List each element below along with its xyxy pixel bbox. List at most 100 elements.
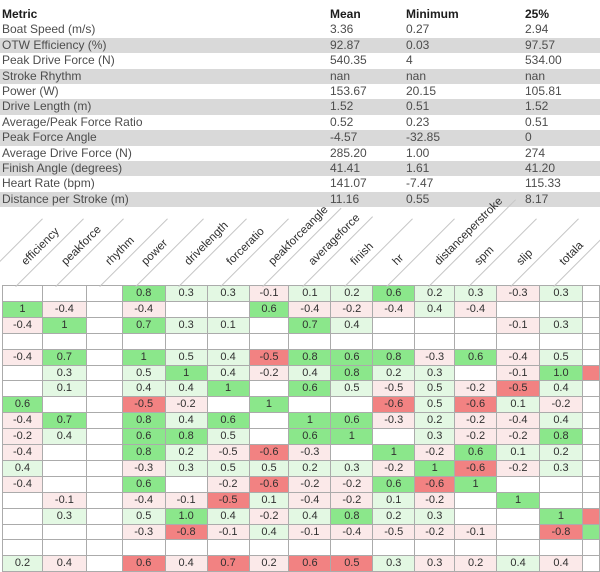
correlation-cell: 0.2: [330, 285, 374, 302]
correlation-cell: [85, 348, 123, 366]
correlation-cell: 1: [248, 396, 290, 414]
correlation-cell: [2, 507, 43, 525]
correlation-cell: -0.2: [414, 523, 456, 541]
correlation-cell: [85, 380, 123, 398]
correlation-cell: -0.2: [206, 475, 250, 493]
metric-value: 1.61: [406, 161, 430, 176]
correlation-cell: [41, 475, 87, 493]
correlation-cell: [581, 348, 600, 366]
correlation-cell: [330, 444, 374, 461]
correlation-cell: -0.1: [288, 523, 332, 541]
matrix-row: 0.8 0.3 0.3 -0.1 0.1 0.2 0.6 0.2 0.3 -0.3 0.3: [2, 285, 600, 302]
correlation-cell: [41, 332, 87, 350]
correlation-cell: [330, 396, 374, 414]
matrix-row: -0.1 -0.4 -0.1 -0.5 0.1 -0.4 -0.2 0.1 -0.2 1: [2, 491, 600, 509]
correlation-cell: 0.2: [372, 364, 416, 382]
correlation-cell: 0.4: [496, 555, 540, 572]
correlation-cell: [581, 523, 600, 541]
correlation-cell: [85, 316, 123, 334]
correlation-cell: [414, 332, 456, 350]
correlation-cell: [85, 507, 123, 525]
metric-value: 97.57: [525, 37, 556, 52]
correlation-cell: [539, 300, 583, 318]
correlation-cell: 0.4: [414, 300, 456, 318]
metric-name: Drive Length (m): [2, 99, 92, 114]
stats-col-mean: Mean: [330, 7, 361, 21]
correlation-cell: [454, 507, 498, 525]
correlation-cell: -0.3: [496, 285, 540, 302]
stats-row: Average Drive Force (N) 285.20 1.00 274: [0, 146, 600, 161]
matrix-row: -0.2 0.4 0.6 0.8 0.5 0.6 1 0.3 -0.2 -0.2 0.8: [2, 428, 600, 446]
metric-name: Power (W): [2, 84, 59, 99]
metric-value: 0.23: [406, 114, 430, 129]
correlation-cell: 0.2: [414, 285, 456, 302]
correlation-cell: 0.4: [248, 523, 290, 541]
correlation-cell: 0.3: [206, 285, 250, 302]
correlation-cell: -0.2: [248, 364, 290, 382]
correlation-cell: 0.3: [164, 285, 208, 302]
correlation-cell: -0.5: [496, 380, 540, 398]
metric-value: 92.87: [330, 37, 361, 52]
stats-row: Distance per Stroke (m) 11.16 0.55 8.17: [0, 191, 600, 208]
metric-value: 0.55: [406, 191, 430, 206]
correlation-cell: [85, 555, 123, 572]
correlation-cell: 0.6: [206, 412, 250, 430]
correlation-cell: 0.5: [539, 348, 583, 366]
metric-name: Average/Peak Force Ratio: [2, 114, 143, 129]
correlation-cell: -0.1: [164, 491, 208, 509]
correlation-cell: [581, 539, 600, 557]
correlation-cell: 0.4: [164, 412, 208, 430]
matrix-row: -0.4 0.8 0.2 -0.5 -0.6 -0.3 1 -0.2 0.6 0.1 0.2: [2, 444, 600, 461]
correlation-cell: 0.5: [121, 507, 166, 525]
correlation-cell: -0.4: [2, 412, 43, 430]
metric-value: 4: [406, 53, 413, 68]
correlation-cell: [206, 396, 250, 414]
correlation-cell: 0.2: [372, 507, 416, 525]
correlation-cell: 0.7: [41, 348, 87, 366]
metric-value: 1.00: [406, 145, 430, 160]
correlation-cell: 0.2: [2, 555, 43, 572]
correlation-cell: -0.2: [414, 491, 456, 509]
correlation-cell: [496, 507, 540, 525]
correlation-cell: 0.4: [41, 428, 87, 446]
stats-header-row: Metric Mean Minimum 25%: [0, 7, 600, 22]
stats-row: Peak Drive Force (N) 540.35 4 534.00: [0, 53, 600, 68]
stats-row: Drive Length (m) 1.52 0.51 1.52: [0, 99, 600, 115]
correlation-cell: 0.7: [206, 555, 250, 572]
metric-value: 8.17: [525, 191, 549, 206]
correlation-cell: [85, 539, 123, 557]
correlation-cell: -0.5: [372, 380, 416, 398]
correlation-cell: -0.8: [539, 523, 583, 541]
correlation-cell: -0.3: [121, 523, 166, 541]
correlation-cell: 0.5: [206, 428, 250, 446]
correlation-cell: 0.5: [121, 364, 166, 382]
correlation-cell: 0.1: [248, 491, 290, 509]
stats-row: Peak Force Angle -4.57 -32.85 0: [0, 130, 600, 146]
correlation-cell: 1: [539, 507, 583, 525]
metric-name: Peak Drive Force (N): [2, 53, 115, 68]
correlation-cell: 0.2: [454, 555, 498, 572]
correlation-cell: 0.4: [41, 555, 87, 572]
correlation-cell: 1: [206, 380, 250, 398]
correlation-cell: [85, 412, 123, 430]
correlation-cell: 0.2: [288, 459, 332, 477]
correlation-cell: [248, 539, 290, 557]
correlation-cell: -0.6: [454, 459, 498, 477]
correlation-cell: [85, 285, 123, 302]
correlation-cell: 0.8: [330, 364, 374, 382]
correlation-cell: 0.3: [539, 459, 583, 477]
correlation-cell: 1: [2, 300, 43, 318]
metric-value: -7.47: [406, 176, 434, 191]
correlation-cell: -0.3: [288, 444, 332, 461]
matrix-row: -0.4 0.6 -0.2 -0.6 -0.2 -0.2 0.6 -0.6 1: [2, 475, 600, 493]
stats-row: Stroke Rhythm nan nan nan: [0, 68, 600, 85]
correlation-cell: [581, 285, 600, 302]
correlation-cell: 1: [414, 459, 456, 477]
correlation-cell: 0.8: [121, 285, 166, 302]
correlation-cell: [206, 332, 250, 350]
stats-row: Heart Rate (bpm) 141.07 -7.47 115.33: [0, 176, 600, 191]
correlation-cell: [41, 285, 87, 302]
correlation-cell: [454, 539, 498, 557]
metric-value: -4.57: [330, 130, 358, 145]
correlation-cell: -0.2: [330, 300, 374, 318]
